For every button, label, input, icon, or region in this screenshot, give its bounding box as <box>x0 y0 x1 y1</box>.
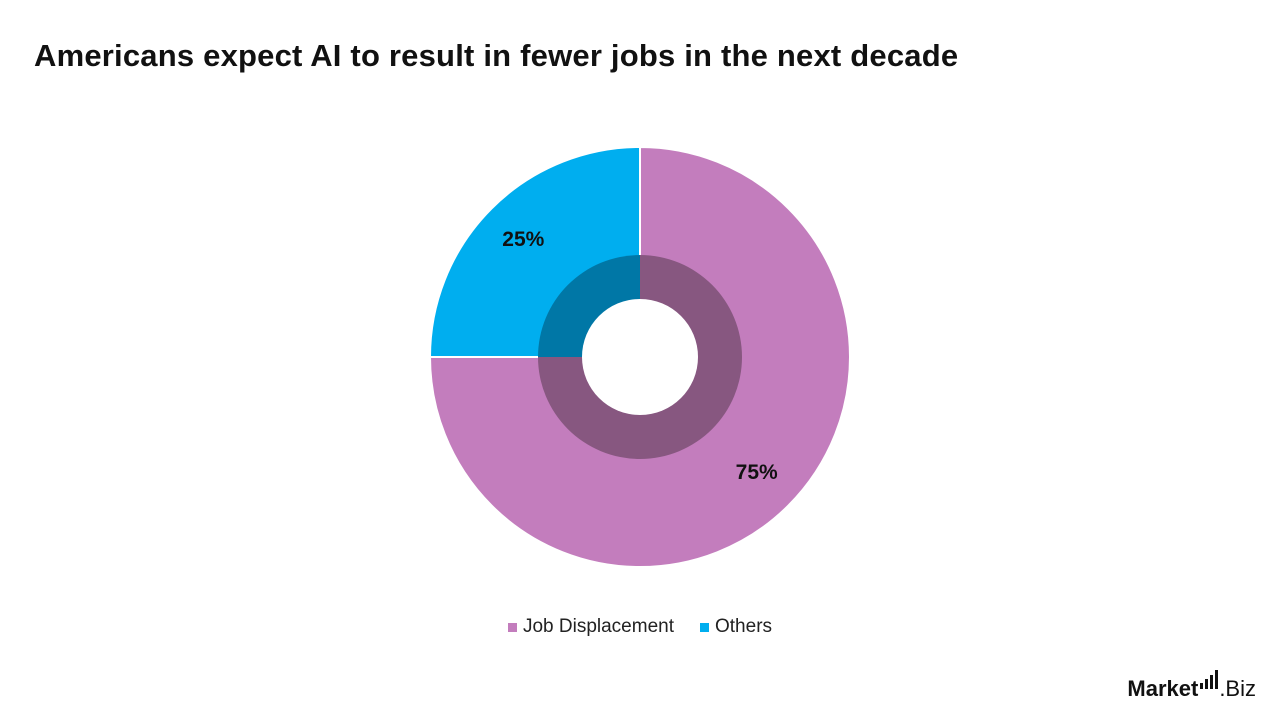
legend-swatch-others <box>700 622 709 632</box>
bar-chart-icon <box>1200 670 1219 689</box>
data-label-others: 25% <box>502 228 544 251</box>
donut-hole <box>582 299 698 415</box>
marketbiz-logo: Market .Biz <box>1127 670 1256 702</box>
slice-job-displacement[interactable] <box>428 145 851 568</box>
data-label-job-displacement: 75% <box>736 461 778 484</box>
logo-text-main: Market <box>1127 676 1199 701</box>
legend-item-others[interactable]: Others <box>700 616 772 638</box>
chart-title: Americans expect AI to result in fewer j… <box>34 38 959 73</box>
legend-item-job-displacement[interactable]: Job Displacement <box>507 616 674 638</box>
logo-text-suffix: .Biz <box>1219 676 1256 701</box>
legend-label: Others <box>715 616 773 637</box>
legend-label: Job Displacement <box>522 616 674 637</box>
legend-swatch-job-displacement <box>507 622 517 632</box>
legend: Job Displacement Others <box>0 616 1280 638</box>
